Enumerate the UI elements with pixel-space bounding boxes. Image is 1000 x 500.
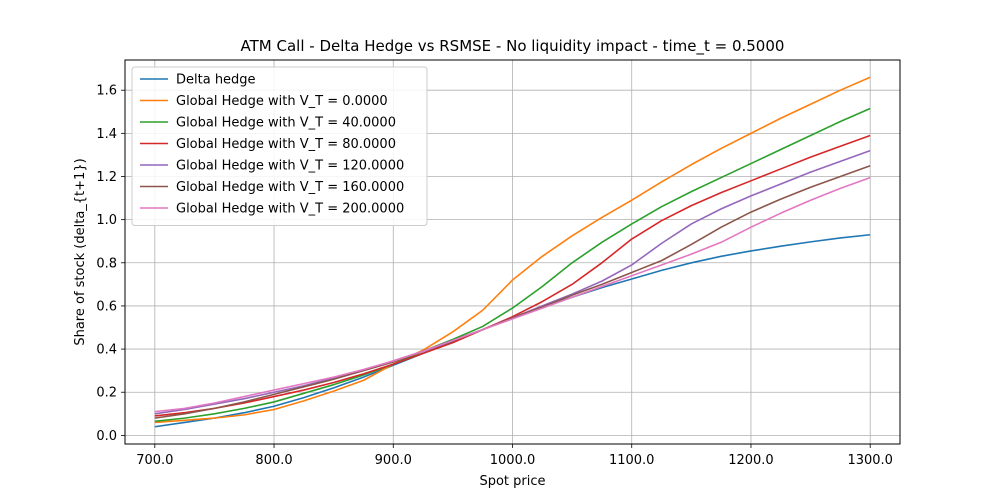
x-tick-label: 900.0: [375, 453, 412, 468]
y-tick-label: 1.0: [96, 213, 117, 228]
y-tick-label: 1.6: [96, 84, 117, 99]
grid: [125, 60, 900, 444]
chart-title: ATM Call - Delta Hedge vs RSMSE - No liq…: [241, 37, 785, 56]
legend-label: Global Hedge with V_T = 120.0000: [176, 159, 404, 174]
y-tick-label: 0.2: [96, 386, 117, 401]
x-axis-ticks: 700.0 800.0 900.0 1000.0 1100.0 1200.0 1300.0: [136, 444, 893, 468]
x-tick-label: 1300.0: [847, 453, 893, 468]
series-line-2: [154, 107, 871, 423]
x-tick-label: 700.0: [136, 453, 173, 468]
x-tick-label: 1000.0: [490, 453, 536, 468]
y-tick-label: 1.2: [96, 170, 117, 185]
y-axis-label: Share of stock (delta_{t+1}): [73, 158, 88, 345]
y-tick-label: 0.8: [96, 256, 117, 271]
x-tick-label: 800.0: [255, 453, 292, 468]
y-tick-label: 0.4: [96, 343, 117, 358]
x-axis-label: Spot price: [479, 474, 545, 489]
x-tick-label: 1200.0: [728, 453, 774, 468]
legend-label: Delta hedge: [176, 73, 256, 88]
legend: Delta hedge Global Hedge with V_T = 0.000…: [131, 66, 428, 226]
y-tick-label: 0.6: [96, 299, 117, 314]
x-tick-label: 1100.0: [609, 453, 655, 468]
legend-label: Global Hedge with V_T = 200.0000: [176, 202, 404, 217]
series-line-1: [154, 76, 871, 424]
y-axis-ticks: 0.0 0.2 0.4 0.6 0.8 1.0 1.2 1.4 1.6: [96, 84, 125, 444]
series-line-6: [154, 176, 871, 413]
legend-label: Global Hedge with V_T = 160.0000: [176, 180, 404, 195]
series-lines: [154, 76, 871, 428]
legend-label: Global Hedge with V_T = 0.0000: [176, 94, 388, 109]
legend-label: Global Hedge with V_T = 80.0000: [176, 137, 396, 152]
y-tick-label: 0.0: [96, 429, 117, 444]
series-line-3: [154, 134, 871, 417]
y-tick-label: 1.4: [96, 127, 117, 142]
legend-box: [131, 66, 428, 226]
series-line-5: [154, 164, 871, 419]
legend-label: Global Hedge with V_T = 40.0000: [176, 116, 396, 131]
